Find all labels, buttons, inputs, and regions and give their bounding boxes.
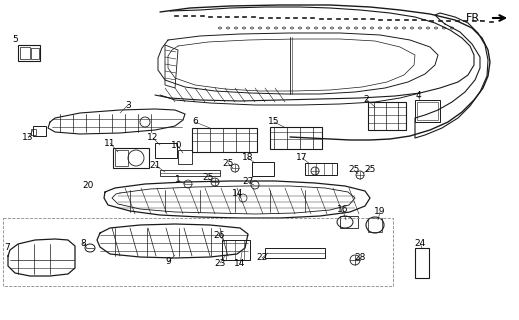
Text: FR.: FR. xyxy=(466,13,483,23)
Bar xyxy=(222,240,250,260)
Text: 25: 25 xyxy=(202,173,214,182)
Text: 15: 15 xyxy=(268,117,280,126)
Text: 5: 5 xyxy=(12,36,18,44)
Bar xyxy=(417,102,438,120)
Text: 28: 28 xyxy=(354,253,366,262)
Text: 26: 26 xyxy=(213,230,225,239)
Bar xyxy=(252,162,274,176)
Bar xyxy=(192,128,257,152)
Bar xyxy=(31,48,39,59)
Text: 13: 13 xyxy=(22,133,34,142)
Bar xyxy=(368,218,382,232)
Text: 18: 18 xyxy=(242,154,254,163)
Bar xyxy=(340,216,358,228)
Bar xyxy=(415,100,440,122)
Text: 9: 9 xyxy=(165,258,171,267)
Bar xyxy=(3,218,393,286)
Bar xyxy=(33,126,46,136)
Bar xyxy=(160,170,220,176)
Text: 25: 25 xyxy=(222,158,234,167)
Bar xyxy=(368,102,406,130)
Bar xyxy=(20,47,30,59)
Text: 17: 17 xyxy=(296,154,308,163)
Text: 27: 27 xyxy=(242,178,254,187)
Text: 23: 23 xyxy=(214,259,226,268)
Bar xyxy=(31,129,36,135)
Text: 24: 24 xyxy=(414,238,426,247)
Text: 7: 7 xyxy=(4,244,10,252)
Text: 21: 21 xyxy=(149,161,161,170)
Text: 22: 22 xyxy=(256,253,268,262)
Text: 6: 6 xyxy=(192,117,198,126)
Text: 25: 25 xyxy=(364,164,376,173)
Text: 16: 16 xyxy=(337,205,349,214)
Text: 1: 1 xyxy=(175,175,181,185)
Bar xyxy=(270,127,322,149)
Bar xyxy=(415,248,429,278)
Text: 19: 19 xyxy=(374,207,386,217)
Bar xyxy=(113,148,149,168)
Bar xyxy=(305,163,337,175)
Text: 14: 14 xyxy=(234,260,245,268)
Bar xyxy=(265,248,325,258)
Text: 8: 8 xyxy=(80,238,86,247)
Text: 11: 11 xyxy=(104,139,116,148)
Text: 3: 3 xyxy=(125,100,131,109)
Text: 12: 12 xyxy=(147,133,159,142)
Text: 20: 20 xyxy=(83,180,94,189)
Bar xyxy=(18,45,40,61)
Bar xyxy=(178,150,192,164)
Text: 4: 4 xyxy=(415,92,421,100)
Text: 2: 2 xyxy=(363,94,369,103)
Text: 25: 25 xyxy=(348,165,360,174)
Bar xyxy=(155,143,177,158)
Text: 10: 10 xyxy=(171,140,183,149)
Text: 14: 14 xyxy=(233,188,244,197)
Bar xyxy=(115,150,128,166)
